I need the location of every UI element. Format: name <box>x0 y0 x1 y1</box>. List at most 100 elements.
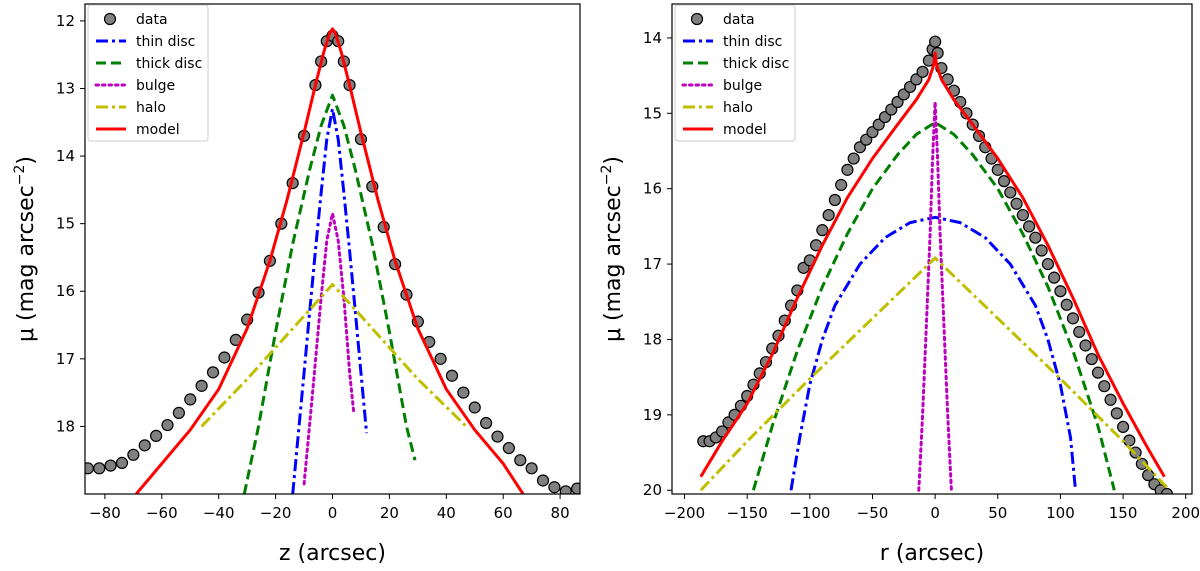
series-line-halo <box>699 256 1171 492</box>
x-tick-label: 60 <box>494 504 513 522</box>
y-axis-label-exponent: −2 <box>12 165 28 186</box>
legend-item-model: model <box>683 122 767 138</box>
series-line-bulge <box>917 100 953 492</box>
legend-item-thick-disc: thick disc <box>683 56 789 72</box>
x-tick-label: −40 <box>203 504 235 522</box>
data-point <box>1016 208 1029 222</box>
data-point <box>138 439 151 452</box>
y-tick-label: 19 <box>643 406 662 424</box>
legend-label: thin disc <box>136 34 195 50</box>
data-point <box>184 393 197 406</box>
y-axis-label-exponent: −2 <box>599 165 615 186</box>
legend-box <box>674 4 796 142</box>
data-point <box>491 430 504 443</box>
legend-item-model: model <box>96 122 180 138</box>
series-line-thick-disc <box>751 120 1116 491</box>
x-tick-label: −150 <box>727 504 768 522</box>
x-axis-label: r (arcsec) <box>880 541 984 566</box>
data-point <box>457 386 470 399</box>
x-tick-label: −80 <box>89 504 121 522</box>
data-point <box>1029 231 1042 244</box>
data-point <box>822 208 835 222</box>
series-line-model <box>699 51 1166 478</box>
series-line-halo <box>200 283 468 428</box>
data-point <box>525 462 538 475</box>
chart-panel-2: −200 −150 −100 −50 0 50 100 150 200 14 15 16 17 18 19 2… <box>599 3 1200 566</box>
y-tick-label: 13 <box>56 79 75 97</box>
legend-box <box>87 4 209 142</box>
x-tick-label: 0 <box>328 504 338 522</box>
series-line-thin-disc <box>291 107 369 494</box>
data-point <box>571 482 580 494</box>
y-axis-label-main: μ (mag arcsec <box>601 185 626 342</box>
plot-area <box>697 35 1174 494</box>
data-point <box>104 459 117 472</box>
data-point <box>1054 285 1067 298</box>
y-tick-label: 17 <box>643 255 662 273</box>
x-tick-label: 40 <box>437 504 456 522</box>
x-tick-label: −200 <box>664 504 705 522</box>
data-point <box>1079 339 1092 352</box>
data-point <box>1091 366 1105 379</box>
legend-marker <box>690 12 704 26</box>
data-point <box>514 454 527 467</box>
x-tick-label: −50 <box>857 504 889 522</box>
x-tick-label: −60 <box>146 504 178 522</box>
data-point <box>1116 420 1130 434</box>
data-point <box>434 352 447 365</box>
legend: data thin disc thick disc bulge halo model <box>674 4 796 142</box>
legend-marker <box>103 12 117 26</box>
x-tick-label: 50 <box>988 504 1007 522</box>
y-tick-label: 16 <box>643 180 662 198</box>
y-axis-label: μ (mag arcsec−2) <box>599 156 626 342</box>
y-tick-label: 14 <box>643 29 662 47</box>
y-axis-label-close: ) <box>601 156 626 165</box>
series-line-model <box>135 27 525 494</box>
data-point <box>929 35 942 48</box>
data-point <box>1098 380 1111 393</box>
data-point <box>1004 186 1017 199</box>
data-point <box>847 152 860 165</box>
legend-item-bulge: bulge <box>681 78 762 94</box>
data-point <box>172 406 185 419</box>
legend-item-thick-disc: thick disc <box>96 56 202 72</box>
data-point <box>127 448 140 461</box>
y-tick-label: 18 <box>56 417 75 435</box>
data-point <box>161 418 174 432</box>
data-point <box>816 224 829 237</box>
data-point <box>1135 457 1148 470</box>
legend-item-thin-disc: thin disc <box>96 34 195 50</box>
series-line-bulge <box>302 212 356 486</box>
x-tick-label: 20 <box>380 504 399 522</box>
legend-item-data: data <box>690 12 755 28</box>
data-point <box>559 485 572 494</box>
legend-label: halo <box>723 100 753 116</box>
data-point <box>1073 325 1086 339</box>
legend-item-halo: halo <box>96 100 166 116</box>
x-tick-label: 0 <box>930 504 940 522</box>
data-point <box>480 416 493 430</box>
y-tick-label: 15 <box>56 215 75 233</box>
y-tick-label: 16 <box>56 282 75 300</box>
legend-label: thin disc <box>723 34 782 50</box>
y-axis-label-main: μ (mag arcsec <box>14 185 39 342</box>
data-point <box>218 351 231 364</box>
x-tick-label: −20 <box>260 504 292 522</box>
x-tick-label: −100 <box>789 504 830 522</box>
plot-area <box>85 27 580 494</box>
legend-label: thick disc <box>136 56 202 72</box>
legend-item-halo: halo <box>683 100 753 116</box>
x-tick-label: 150 <box>1109 504 1138 522</box>
y-axis-label: μ (mag arcsec−2) <box>12 156 39 342</box>
data-point <box>445 369 459 382</box>
data-point <box>468 401 481 414</box>
y-axis-label-close: ) <box>14 156 39 165</box>
series-data <box>697 35 1174 494</box>
data-point <box>1010 197 1023 210</box>
data-point <box>916 65 929 78</box>
data-point <box>1035 244 1048 257</box>
legend-item-thin-disc: thin disc <box>683 34 782 50</box>
data-point <box>85 462 94 475</box>
data-point <box>1110 407 1123 420</box>
